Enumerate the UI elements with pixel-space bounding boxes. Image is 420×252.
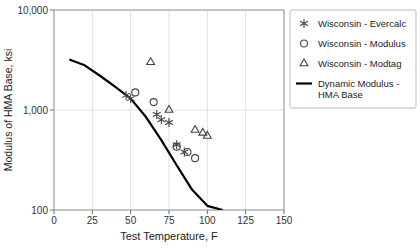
point	[132, 89, 139, 96]
tick-mark	[50, 110, 54, 111]
legend: Wisconsin - Evercalc Wisconsin - Modulus W…	[290, 10, 416, 108]
tick-label: 1,000	[23, 105, 48, 116]
legend-swatch	[300, 19, 308, 28]
x-axis-label: Test Temperature, F	[120, 230, 218, 242]
point	[150, 99, 157, 106]
tick-label: 150	[276, 215, 293, 226]
point	[165, 118, 173, 127]
tick-mark	[284, 210, 285, 214]
axes: 0 25 50 75 100 125 150 100 1,000 10,000	[17, 5, 292, 227]
tick-mark	[50, 10, 54, 11]
point	[157, 115, 165, 124]
chart: 0 25 50 75 100 125 150 100 1,000 10,000 Test Tempe…	[0, 0, 420, 252]
series-line	[69, 59, 222, 210]
legend-label: Wisconsin - Modtag	[318, 58, 401, 69]
grid-line	[54, 110, 284, 111]
tick-label: 25	[87, 215, 99, 226]
legend-swatch	[301, 40, 308, 47]
y-axis-label: Modulus of HMA Base, ksi	[2, 49, 14, 172]
grid	[54, 10, 284, 210]
point	[147, 58, 155, 65]
tick-label: 100	[199, 215, 216, 226]
tick-label: 125	[237, 215, 254, 226]
tick-mark	[207, 210, 208, 214]
tick-mark	[54, 210, 55, 214]
tick-label: 10,000	[17, 5, 48, 16]
tick-label: 100	[31, 205, 48, 216]
legend-label: Wisconsin - Evercalc	[318, 18, 406, 29]
point	[165, 106, 173, 113]
point	[191, 126, 199, 133]
tick-mark	[169, 210, 170, 214]
tick-mark	[50, 210, 54, 211]
legend-swatch	[296, 82, 312, 84]
data	[69, 58, 222, 210]
point	[153, 110, 161, 119]
plot-frame	[54, 10, 284, 210]
tick-label: 50	[125, 215, 137, 226]
legend-swatch	[300, 59, 308, 66]
legend-label: Dynamic Modulus -HMA Base	[318, 78, 399, 100]
tick-mark	[92, 210, 93, 214]
point	[184, 149, 191, 156]
legend-box	[290, 10, 416, 108]
tick-label: 75	[163, 215, 175, 226]
point	[173, 140, 181, 149]
tick-mark	[130, 210, 131, 214]
point	[173, 143, 180, 150]
tick-mark	[245, 210, 246, 214]
point	[203, 131, 211, 138]
legend-label: Wisconsin - Modulus	[318, 38, 406, 49]
point	[192, 155, 199, 162]
point	[122, 91, 130, 100]
tick-label: 0	[51, 215, 57, 226]
